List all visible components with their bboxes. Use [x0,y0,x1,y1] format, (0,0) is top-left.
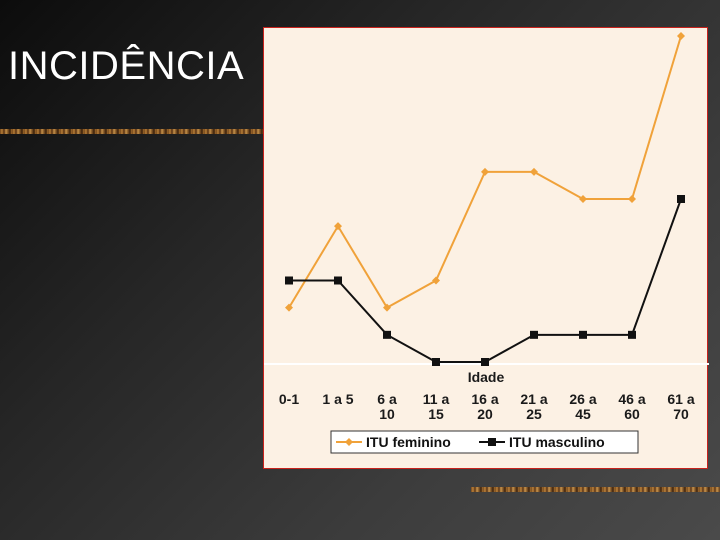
series-layer [285,32,685,366]
x-tick-label: 0-1 [279,391,299,407]
point-female-6 [579,195,587,203]
point-female-0 [285,303,293,312]
slide-title: INCIDÊNCIA [8,44,245,88]
x-tick-label: 20 [477,406,493,422]
point-male-3 [432,358,440,366]
point-female-8 [677,32,685,40]
legend: ITU feminino ITU masculino [330,430,639,454]
point-male-2 [383,330,391,339]
point-male-1 [334,276,342,285]
point-female-2 [383,303,391,312]
x-tick-label: 1 a 5 [322,391,353,407]
decorative-rule-top [0,129,268,134]
x-tick-label: 45 [575,406,591,422]
point-female-1 [334,222,342,231]
x-tick-label: 21 a [520,391,547,407]
point-male-0 [285,276,293,285]
x-tick-label: 15 [428,406,444,422]
x-tick-label: 25 [526,406,542,422]
legend-marker-male [488,438,496,446]
x-tick-label: 70 [673,406,689,422]
x-tick-label: 16 a [471,391,498,407]
point-female-4 [481,167,489,176]
point-female-5 [530,167,538,176]
x-tick-label: 10 [379,406,395,422]
point-male-8 [677,195,685,203]
legend-marker-female [345,438,353,446]
legend-label-female: ITU feminino [366,434,451,450]
series-line-male [289,198,682,363]
x-tick-label: 60 [624,406,640,422]
point-male-4 [481,358,489,366]
x-tick-label: 6 a [377,391,397,407]
point-female-3 [432,276,440,285]
legend-label-male: ITU masculino [509,434,605,450]
point-male-6 [579,330,587,339]
chart-panel: 0-1 1 a 5 6 a 10 11 a 15 16 a 20 21 a 25 26 a 45 46 … [263,27,709,469]
x-tick-label: 61 a [667,391,694,407]
line-chart: 0-1 1 a 5 6 a10 11 a15 16 a20 21 a25 26 a45 46 … [264,32,709,454]
x-tick-label: 46 a [618,391,645,407]
x-tick-label: 11 a [423,391,450,407]
decorative-rule-bottom [471,487,720,492]
point-female-7 [628,195,636,203]
x-tick-labels: 0-1 1 a 5 6 a10 11 a15 16 a20 21 a25 26 a45 46 … [279,391,695,422]
x-axis-title: Idade [468,369,505,385]
x-tick-label: 26 a [569,391,596,407]
point-male-7 [628,330,636,339]
point-male-5 [530,330,538,339]
